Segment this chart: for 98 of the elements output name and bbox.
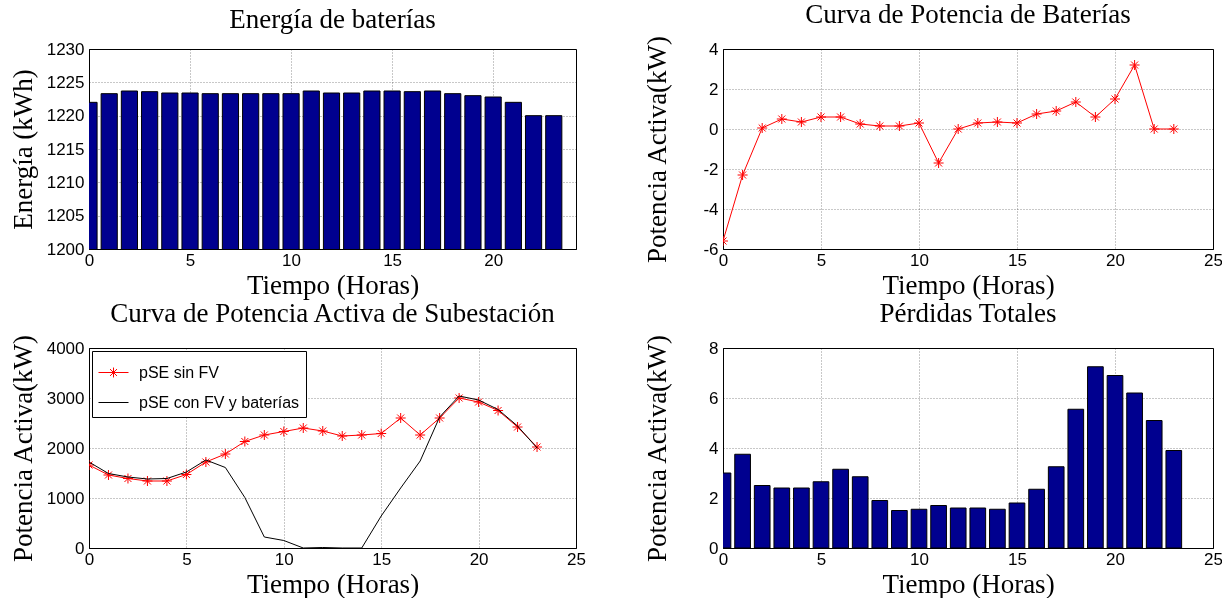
point [1031,108,1043,120]
point [1129,59,1141,71]
point [258,429,270,441]
y-tick-label: 1215 [46,139,85,159]
x-tick-label: 15 [1008,250,1027,270]
x-axis-title: Tiempo (Horas) [246,568,420,599]
x-tick-label: 5 [816,549,827,569]
point [815,111,827,123]
point [1050,105,1062,117]
point [1109,93,1121,105]
chart-title: Energía de baterías [229,4,436,34]
x-tick-label: 15 [383,250,403,270]
y-tick-label: 1200 [46,239,85,259]
y-tick-label: 8 [709,338,719,358]
y-tick-label: 2 [709,488,719,508]
y-axis-title: Energía (kWh) [7,69,38,230]
point [395,412,407,424]
y-tick-label: 4 [709,39,719,59]
x-tick-label: 25 [567,549,586,569]
point [317,425,329,437]
y-tick-label: 1210 [46,172,85,192]
x-tick-label: 10 [282,250,302,270]
x-tick-label: 10 [274,549,294,569]
point [952,123,964,135]
point [756,122,768,134]
point [122,473,134,484]
x-tick-label: 5 [182,549,192,569]
point [375,428,387,439]
y-axis-title: Potencia Activa(kW) [7,334,38,563]
x-tick-label: 20 [1106,250,1125,270]
point [492,405,504,416]
y-tick-label: 0 [709,119,719,139]
chart-title: Curva de Potencia de Baterías [805,0,1131,29]
point [737,169,749,181]
y-tick-label: 1205 [46,206,85,226]
point [874,120,886,132]
x-tick-label: 10 [910,250,929,270]
point [336,430,348,442]
point [278,426,290,437]
y-tick-label: 1225 [46,72,85,92]
x-axis-title: Tiempo (Horas) [882,568,1055,599]
y-tick-label: 4 [709,438,719,458]
x-tick-label: 25 [1204,549,1222,569]
point [991,116,1003,128]
x-tick-label: 15 [1008,549,1027,569]
point [180,469,192,480]
y-tick-label: 1220 [46,106,85,126]
point [512,421,524,433]
point [776,113,788,125]
y-tick-label: -6 [703,239,719,259]
point [161,475,173,487]
point [414,429,426,441]
legend-label: pSE con FV y baterías [139,393,300,411]
point [795,116,807,128]
y-tick-label: -2 [703,159,719,179]
point [239,436,251,447]
point [854,118,866,130]
x-tick-label: 20 [484,250,504,270]
point [1011,117,1023,129]
x-tick-label: 5 [185,250,196,270]
x-tick-label: 15 [372,549,392,569]
y-tick-label: -4 [703,199,719,219]
y-tick-label: 3000 [46,388,85,408]
x-tick-label: 25 [1204,250,1222,270]
y-tick-label: 6 [709,388,719,408]
point [219,448,231,460]
y-tick-label: 1230 [46,39,85,59]
point [893,120,905,132]
point [297,422,309,434]
point [356,429,368,441]
point [1148,123,1160,135]
x-tick-label: 5 [816,250,827,270]
y-tick-label: 2 [709,79,719,99]
x-axis-title: Tiempo (Horas) [882,269,1055,300]
x-tick-label: 20 [1106,549,1125,569]
point [972,117,984,129]
y-axis-title: Potencia Activa(kW) [641,334,672,563]
point [913,117,925,129]
y-axis-title: Potencia Activa(kW) [641,35,672,264]
point [933,157,945,169]
point [835,111,847,123]
point [531,441,543,453]
legend-label: pSE sin FV [139,363,220,381]
point [141,475,153,487]
x-tick-label: 10 [910,549,929,569]
x-tick-label: 20 [469,549,489,569]
y-tick-label: 2000 [46,438,85,458]
point [1070,96,1082,108]
point [102,469,114,481]
point [200,456,212,468]
y-tick-label: 1000 [46,488,85,508]
point [1089,111,1101,123]
point [434,412,446,424]
y-tick-label: 4000 [46,338,85,358]
point [1168,123,1180,135]
point [473,396,485,408]
point [453,392,465,404]
x-axis-title: Tiempo (Horas) [246,269,420,300]
